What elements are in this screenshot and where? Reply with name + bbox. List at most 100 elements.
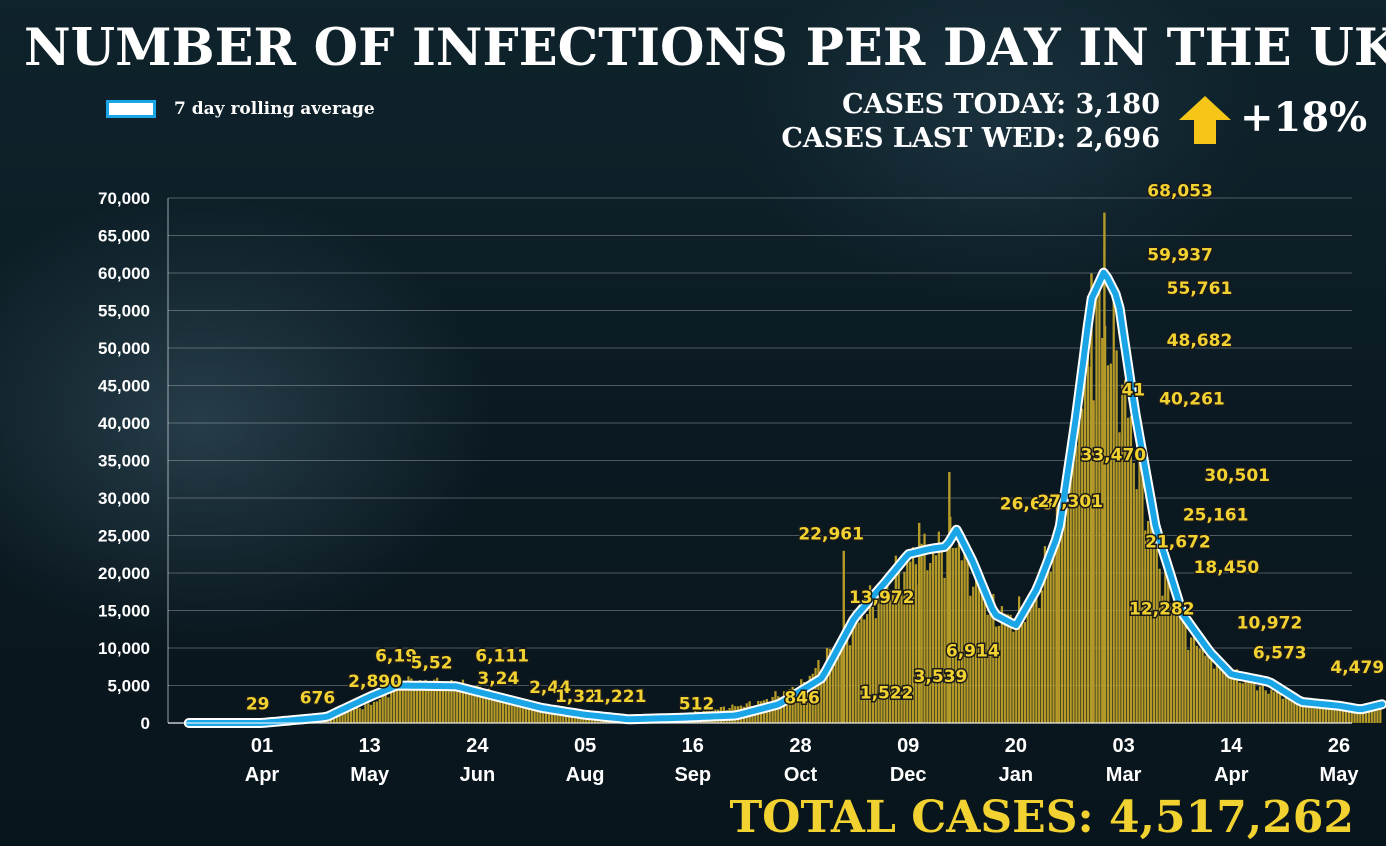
daily-bar	[344, 712, 347, 723]
daily-bar	[1032, 593, 1035, 723]
daily-bar	[384, 693, 387, 723]
daily-bar	[1241, 683, 1244, 723]
daily-bar	[900, 591, 903, 723]
daily-bar	[1287, 692, 1290, 723]
daily-bar	[888, 590, 892, 723]
data-label: 21,672	[1145, 533, 1211, 553]
daily-bar	[1307, 705, 1310, 723]
daily-bar	[544, 711, 548, 723]
daily-bar	[1327, 706, 1330, 723]
daily-bar	[499, 699, 502, 723]
daily-bar	[943, 577, 946, 723]
daily-bar	[989, 598, 992, 723]
daily-bar	[1379, 705, 1382, 723]
x-tick-day: 20	[1005, 735, 1027, 757]
daily-bar	[1316, 703, 1319, 723]
daily-bar	[1233, 671, 1236, 723]
daily-bar	[447, 684, 450, 723]
data-label: 10,972	[1237, 614, 1303, 634]
y-tick-label: 10,000	[98, 639, 150, 658]
y-axis: 0 5,000 10,000 15,000 20,000 25,000 30,000 35,0…	[98, 189, 1352, 733]
daily-bar	[777, 696, 780, 723]
daily-bar	[952, 548, 955, 723]
daily-bar	[840, 640, 843, 723]
daily-bar	[1362, 710, 1365, 723]
daily-bar	[995, 626, 998, 723]
data-label: 6,573	[1253, 644, 1307, 664]
daily-bar	[1264, 690, 1267, 723]
daily-bar	[997, 625, 1001, 723]
daily-bar	[1126, 417, 1130, 723]
daily-bar	[550, 713, 553, 723]
daily-bar	[1238, 682, 1242, 723]
daily-bar	[1052, 543, 1055, 723]
daily-bar	[848, 645, 852, 723]
daily-bar	[837, 647, 840, 723]
daily-bar	[338, 711, 341, 723]
daily-bar	[1144, 530, 1147, 723]
daily-bar	[1244, 676, 1247, 723]
daily-bar	[1330, 704, 1333, 723]
daily-bar	[880, 580, 883, 723]
daily-bar	[960, 560, 963, 723]
daily-bar	[906, 556, 909, 723]
daily-bar	[1253, 683, 1256, 723]
daily-bar	[1049, 571, 1052, 723]
daily-bar	[854, 614, 857, 723]
daily-bar	[1359, 707, 1362, 723]
daily-bar	[501, 696, 505, 723]
daily-bar	[522, 704, 525, 723]
data-label: 68,053	[1147, 182, 1213, 202]
y-tick-label: 20,000	[98, 564, 150, 583]
daily-bar	[381, 691, 384, 723]
spike-bar	[917, 522, 921, 723]
daily-bar	[1224, 668, 1227, 723]
daily-bar	[542, 711, 545, 723]
data-label: 2,44	[529, 678, 571, 698]
rolling-average-path	[185, 269, 1386, 726]
daily-bar	[375, 701, 379, 723]
daily-bar	[1235, 669, 1239, 723]
bars	[264, 212, 1382, 724]
daily-bar	[565, 713, 568, 723]
x-tick-month: May	[1320, 764, 1360, 786]
daily-bar	[860, 614, 863, 723]
daily-bar	[461, 679, 465, 723]
daily-bar	[863, 619, 866, 723]
data-label: 3,24	[477, 669, 519, 689]
daily-bar	[378, 699, 381, 723]
daily-bar	[1319, 706, 1322, 723]
x-tick-day: 16	[682, 735, 704, 757]
daily-bar	[1336, 710, 1339, 723]
daily-bar	[484, 693, 488, 723]
daily-bar	[1195, 645, 1199, 723]
daily-bar	[954, 547, 958, 723]
daily-bar	[1353, 708, 1356, 723]
daily-bar	[969, 595, 972, 723]
daily-bar	[871, 597, 875, 723]
data-label: 5,52	[411, 653, 453, 673]
daily-bar	[1341, 706, 1345, 723]
daily-bar	[1290, 697, 1293, 723]
daily-bar	[1356, 705, 1359, 723]
daily-bar	[1109, 363, 1112, 723]
daily-bar	[553, 713, 556, 723]
daily-bar	[579, 715, 582, 723]
daily-bar	[814, 668, 817, 723]
daily-bar	[1038, 607, 1041, 723]
daily-bar	[1284, 697, 1287, 723]
y-tick-label: 5,000	[107, 677, 150, 696]
daily-bar	[1250, 681, 1253, 723]
data-label: 6,111	[475, 647, 529, 667]
daily-bar	[1072, 423, 1075, 723]
daily-bar	[1132, 462, 1135, 723]
daily-bar	[332, 715, 336, 723]
rolling-average-line	[183, 267, 1386, 728]
daily-bar	[547, 711, 551, 723]
daily-bar	[1281, 698, 1285, 723]
daily-bar	[977, 587, 981, 723]
y-tick-label: 45,000	[98, 377, 150, 396]
daily-bar	[1347, 707, 1350, 723]
daily-bar	[507, 702, 510, 723]
